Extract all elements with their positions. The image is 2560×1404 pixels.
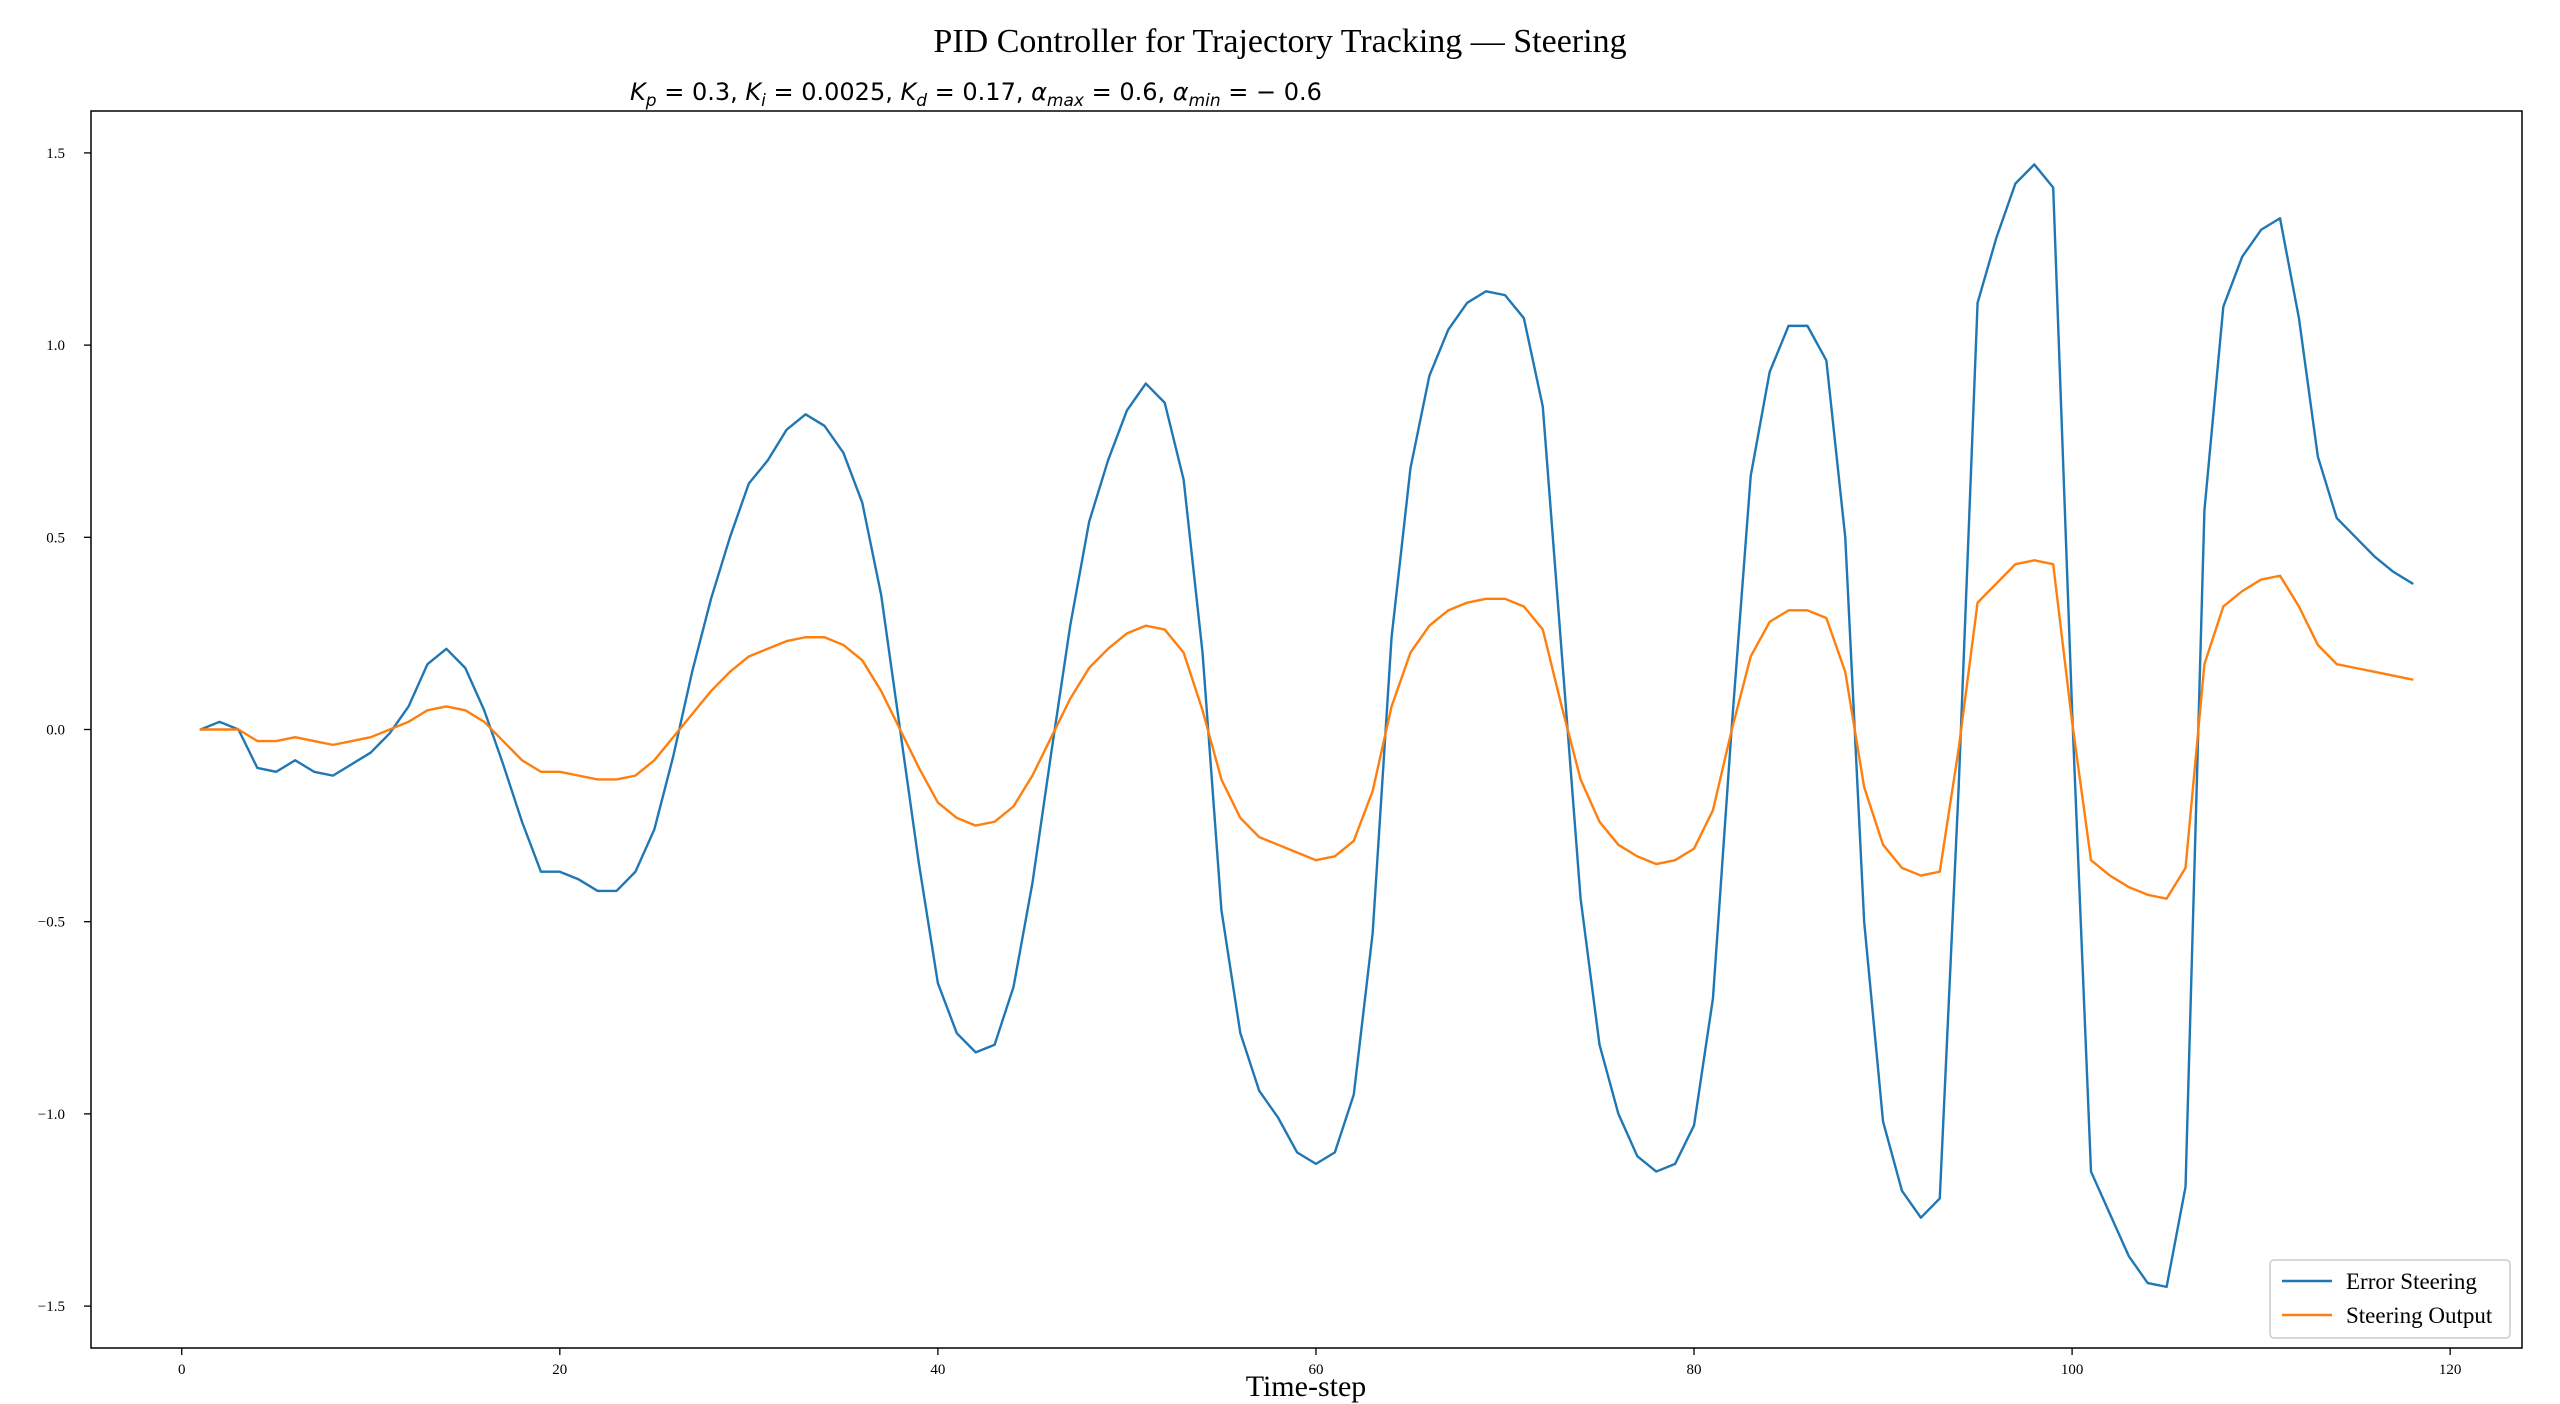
y-axis: −1.5 −1.0 −0.5 0.0 0.5 1.0 1.5: [38, 146, 91, 1315]
plot-frame: [90, 110, 2523, 1349]
y-tick-label-0.5: 0.5: [46, 530, 65, 546]
x-tick-label-80: 80: [1687, 1362, 1702, 1378]
legend-box: [2269, 1259, 2511, 1339]
x-axis-label: Time-step: [1246, 1370, 1367, 1403]
x-tick-label-120: 120: [2439, 1362, 2462, 1378]
chart-title: PID Controller for Trajectory Tracking —…: [933, 23, 1626, 60]
y-tick-label--1: −1.0: [38, 1107, 65, 1123]
x-tick-label-100: 100: [2061, 1362, 2084, 1378]
y-tick-label-0: 0.0: [46, 723, 65, 739]
x-tick-label-60: 60: [1308, 1362, 1323, 1378]
chart-subtitle: Kp = 0.3, Ki = 0.0025, Kd = 0.17, αmax =…: [630, 78, 1322, 111]
plot-area: [91, 111, 2522, 1348]
y-tick-label--0.5: −0.5: [38, 915, 65, 931]
series-line-error-steering: [199, 163, 2414, 1289]
series-layer: [199, 163, 2414, 1289]
x-tick-label-40: 40: [930, 1362, 945, 1378]
x-tick-label-20: 20: [552, 1362, 567, 1378]
y-tick-label-1: 1.0: [46, 338, 65, 354]
legend-label-error-steering: Error Steering: [2346, 1269, 2477, 1294]
series-line-steering-output: [199, 559, 2414, 900]
x-axis: 0 20 40 60 80 100 120: [178, 1348, 2461, 1378]
legend-label-steering-output: Steering Output: [2346, 1303, 2493, 1328]
y-tick-label--1.5: −1.5: [38, 1299, 65, 1315]
legend: Error Steering Steering Output: [2269, 1259, 2511, 1339]
x-tick-label-0: 0: [178, 1362, 186, 1378]
y-tick-label-1.5: 1.5: [46, 146, 65, 162]
